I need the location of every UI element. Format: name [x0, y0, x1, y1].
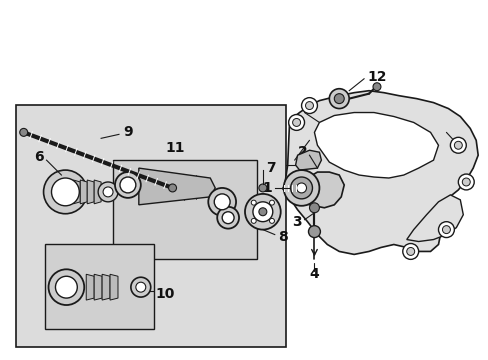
Circle shape	[168, 184, 176, 192]
Bar	[16, 105, 285, 347]
Circle shape	[98, 182, 118, 202]
Circle shape	[457, 174, 473, 190]
Circle shape	[334, 94, 344, 104]
Circle shape	[453, 141, 461, 149]
Circle shape	[308, 226, 320, 238]
Text: 11: 11	[165, 141, 185, 155]
Circle shape	[258, 184, 266, 192]
Circle shape	[288, 184, 304, 200]
Bar	[44, 244, 153, 329]
Circle shape	[288, 114, 304, 130]
Circle shape	[244, 194, 280, 230]
Polygon shape	[94, 180, 101, 204]
Text: 3: 3	[291, 215, 301, 229]
Circle shape	[55, 276, 77, 298]
Circle shape	[328, 89, 348, 109]
Circle shape	[251, 219, 256, 223]
Polygon shape	[94, 274, 102, 300]
Circle shape	[296, 183, 306, 193]
Text: 7: 7	[265, 161, 275, 175]
Circle shape	[372, 83, 380, 91]
Circle shape	[48, 269, 84, 305]
Polygon shape	[289, 172, 344, 208]
Circle shape	[251, 200, 256, 205]
Bar	[113, 160, 256, 260]
Polygon shape	[284, 91, 477, 255]
Text: 5: 5	[304, 158, 314, 172]
Circle shape	[208, 188, 236, 216]
Polygon shape	[295, 150, 321, 170]
Polygon shape	[86, 274, 94, 300]
Text: 4: 4	[309, 267, 319, 281]
Circle shape	[269, 219, 274, 223]
Circle shape	[438, 222, 453, 238]
Text: 9: 9	[122, 125, 132, 139]
Text: 2: 2	[297, 145, 307, 159]
Circle shape	[269, 200, 274, 205]
Circle shape	[442, 226, 449, 234]
Circle shape	[305, 102, 313, 109]
Circle shape	[406, 247, 414, 255]
Polygon shape	[80, 180, 87, 204]
Polygon shape	[102, 274, 110, 300]
Polygon shape	[110, 274, 118, 300]
Circle shape	[131, 277, 150, 297]
Circle shape	[283, 170, 319, 206]
Circle shape	[290, 177, 312, 199]
Circle shape	[258, 208, 266, 216]
Polygon shape	[87, 180, 94, 204]
Circle shape	[20, 129, 28, 136]
Polygon shape	[406, 195, 462, 242]
Polygon shape	[139, 168, 215, 205]
Text: 1: 1	[262, 181, 271, 195]
Circle shape	[222, 212, 234, 224]
Circle shape	[301, 98, 317, 113]
Circle shape	[217, 207, 239, 229]
Circle shape	[309, 203, 319, 213]
Circle shape	[461, 178, 469, 186]
Circle shape	[402, 243, 418, 260]
Circle shape	[103, 187, 113, 197]
Circle shape	[115, 172, 141, 198]
Circle shape	[214, 194, 230, 210]
Text: 12: 12	[366, 70, 386, 84]
Circle shape	[136, 282, 145, 292]
Circle shape	[120, 177, 136, 193]
Polygon shape	[73, 180, 80, 204]
Text: 6: 6	[34, 150, 43, 164]
Circle shape	[292, 118, 300, 126]
Text: 10: 10	[155, 287, 175, 301]
Circle shape	[43, 170, 87, 214]
Polygon shape	[314, 113, 438, 178]
Circle shape	[292, 188, 300, 196]
Text: 8: 8	[277, 230, 287, 244]
Circle shape	[252, 202, 272, 222]
Circle shape	[449, 137, 466, 153]
Circle shape	[51, 178, 79, 206]
